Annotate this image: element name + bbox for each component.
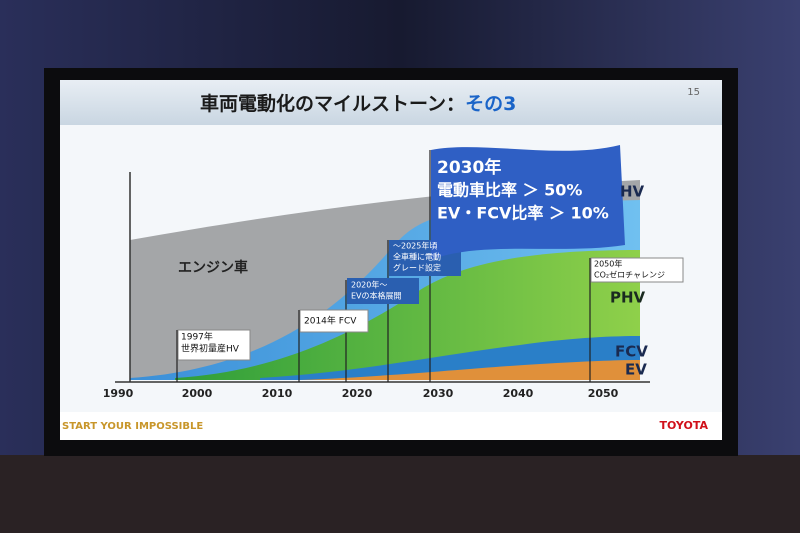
- region-label: FCV: [615, 343, 648, 361]
- x-year-label: 2050: [588, 387, 619, 400]
- page-number: 15: [687, 87, 700, 98]
- stage-curtain: [0, 455, 800, 533]
- milestone-label: グレード設定: [393, 263, 441, 273]
- milestone-label: 1997年: [181, 331, 213, 343]
- milestone-label: 2014年 FCV: [304, 315, 357, 327]
- milestone-label: CO₂ゼロチャレンジ: [594, 270, 665, 280]
- target-label: 電動車比率 ＞ 50%: [437, 181, 582, 200]
- x-year-label: 2010: [262, 387, 293, 400]
- flag-2020: [347, 278, 419, 304]
- target-label: 2030年: [437, 157, 501, 178]
- flag-1997: [177, 329, 251, 361]
- region-label: EV: [625, 361, 647, 379]
- flag-2050: [590, 257, 684, 283]
- milestone-label: 2020年～: [351, 280, 387, 290]
- x-year-label: 1990: [103, 387, 134, 400]
- milestone-label: 全車種に電動: [393, 252, 441, 262]
- region-label: PHV: [610, 289, 646, 307]
- milestone-label: EVの本格展開: [351, 291, 402, 301]
- region-label: HV: [620, 183, 645, 201]
- slide-title: 車両電動化のマイルストーン：その3: [200, 92, 516, 115]
- x-year-label: 2030: [423, 387, 454, 400]
- x-year-label: 2020: [342, 387, 373, 400]
- footer-bar: [60, 412, 722, 440]
- milestone-label: 世界初量産HV: [181, 343, 240, 355]
- footer-brand: TOYOTA: [659, 419, 708, 432]
- flag-2014: [299, 309, 369, 333]
- target-label: EV・FCV比率 ＞ 10%: [437, 204, 609, 223]
- region-label: エンジン車: [178, 259, 248, 276]
- footer-tagline: START YOUR IMPOSSIBLE: [62, 421, 203, 432]
- target-flag: [431, 145, 625, 260]
- x-year-label: 2040: [503, 387, 534, 400]
- milestone-label: ～2025年頃: [393, 241, 437, 251]
- x-year-label: 2000: [182, 387, 213, 400]
- title-bar: [60, 80, 722, 125]
- milestone-label: 2050年: [594, 259, 622, 269]
- ev-area: [300, 360, 640, 380]
